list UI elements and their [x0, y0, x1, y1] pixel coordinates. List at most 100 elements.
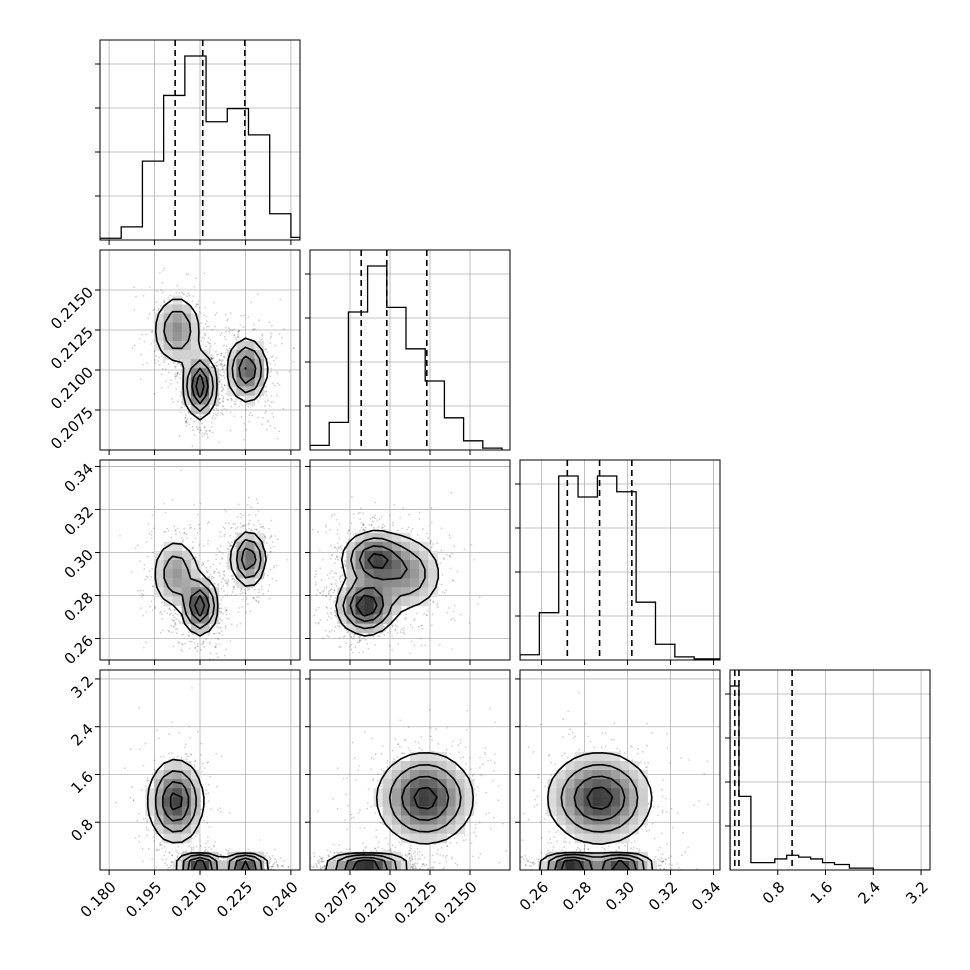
scatter-point: [264, 405, 266, 407]
scatter-point: [190, 640, 193, 643]
density-cell: [364, 614, 375, 625]
density-cell: [163, 587, 174, 597]
scatter-point: [252, 597, 255, 600]
scatter-point: [218, 370, 221, 373]
density-cell: [163, 550, 174, 561]
scatter-point: [329, 557, 332, 560]
scatter-point: [167, 386, 170, 389]
scatter-point: [332, 576, 334, 578]
scatter-point: [319, 592, 322, 594]
scatter-point: [215, 752, 218, 755]
scatter-point: [339, 575, 342, 577]
scatter-point: [427, 537, 429, 539]
scatter-point: [214, 646, 217, 649]
density-cell: [181, 359, 192, 369]
scatter-point: [209, 573, 212, 576]
scatter-point: [196, 427, 199, 430]
scatter-point: [207, 559, 209, 562]
scatter-point: [420, 637, 422, 640]
scatter-point: [174, 373, 177, 375]
scatter-point: [211, 328, 214, 331]
scatter-point: [317, 531, 319, 533]
scatter-point: [199, 429, 202, 432]
scatter-point: [223, 535, 226, 537]
scatter-point: [459, 613, 462, 616]
scatter-point: [152, 585, 154, 587]
scatter-point: [330, 617, 333, 619]
scatter-point: [271, 355, 274, 357]
scatter-point: [197, 523, 200, 526]
scatter-point: [172, 626, 175, 628]
scatter-point: [210, 354, 212, 356]
density-cell: [428, 569, 438, 579]
scatter-point: [411, 527, 414, 530]
scatter-point: [347, 538, 350, 541]
density-cell: [382, 569, 393, 579]
scatter-point: [220, 810, 222, 813]
scatter-point: [432, 543, 435, 545]
scatter-point: [222, 526, 225, 529]
scatter-point: [134, 837, 137, 839]
scatter-point: [217, 409, 219, 412]
scatter-point: [155, 301, 158, 303]
scatter-point: [174, 621, 176, 624]
scatter-point: [377, 526, 380, 528]
density-cell: [227, 377, 237, 387]
scatter-point: [219, 374, 222, 377]
scatter-point: [252, 597, 255, 599]
scatter-point: [373, 527, 375, 529]
scatter-point: [136, 820, 139, 822]
scatter-point: [264, 348, 267, 351]
scatter-point: [178, 373, 181, 376]
scatter-point: [335, 616, 338, 618]
scatter-point: [336, 542, 339, 545]
scatter-point: [392, 524, 395, 526]
scatter-point: [245, 611, 248, 614]
scatter-point: [409, 623, 412, 626]
scatter-point: [232, 523, 235, 526]
scatter-point: [188, 635, 190, 638]
density-cell: [181, 560, 192, 570]
scatter-point: [215, 407, 218, 410]
scatter-point: [183, 293, 185, 296]
scatter-point: [176, 400, 179, 403]
scatter-point: [448, 534, 451, 537]
scatter-point: [177, 642, 180, 644]
scatter-point: [235, 399, 237, 401]
scatter-point: [229, 544, 232, 547]
scatter-point: [270, 332, 273, 335]
scatter-point: [426, 614, 428, 617]
scatter-point: [414, 618, 416, 620]
scatter-point: [207, 325, 210, 328]
scatter-point: [257, 293, 259, 295]
scatter-point: [257, 600, 260, 603]
scatter-point: [238, 607, 241, 609]
scatter-point: [215, 558, 218, 560]
scatter-point: [359, 511, 361, 514]
scatter-point: [442, 557, 445, 560]
density-cell: [346, 614, 357, 625]
scatter-point: [222, 577, 225, 580]
scatter-point: [359, 518, 361, 521]
scatter-point: [450, 648, 453, 650]
density-cell: [364, 587, 375, 597]
scatter-point: [214, 325, 216, 328]
scatter-point: [161, 843, 163, 846]
scatter-point: [221, 363, 223, 366]
scatter-point: [222, 368, 224, 370]
scatter-point: [178, 619, 180, 622]
scatter-point: [233, 578, 236, 581]
scatter-point: [171, 619, 174, 621]
contour-line: [195, 367, 247, 398]
scatter-point: [237, 336, 240, 339]
scatter-point: [225, 409, 228, 411]
scatter-point: [199, 754, 202, 756]
scatter-point: [206, 761, 209, 764]
scatter-point: [150, 575, 153, 578]
scatter-point: [210, 426, 213, 428]
scatter-point: [219, 575, 221, 577]
scatter-point: [163, 299, 165, 302]
scatter-point: [330, 588, 333, 590]
density-cell: [410, 541, 420, 552]
scatter-point: [231, 578, 234, 581]
